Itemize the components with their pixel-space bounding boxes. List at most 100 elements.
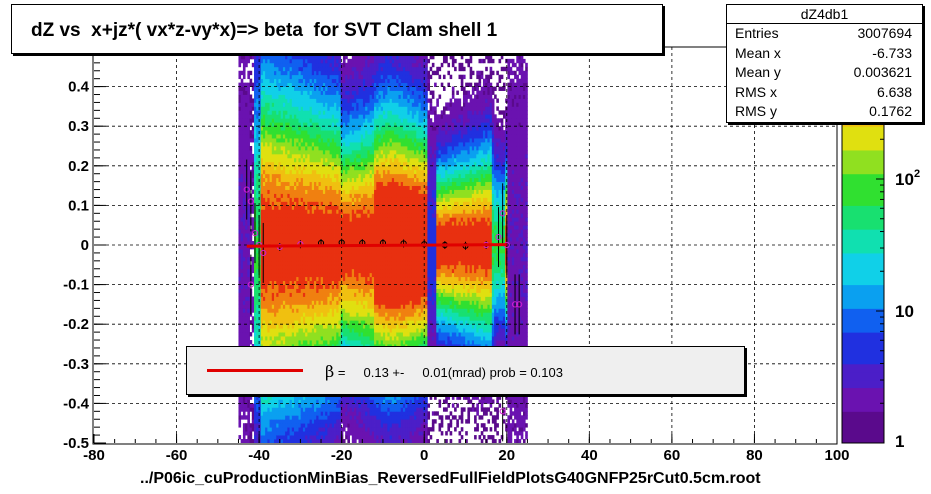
heatmap-cell — [320, 328, 324, 333]
heatmap-cell — [336, 126, 339, 131]
heatmap-cell — [298, 102, 302, 107]
heatmap-cell — [336, 252, 339, 258]
heatmap-cell — [294, 114, 297, 119]
heatmap-cell — [291, 288, 295, 293]
heatmap-cell — [262, 169, 266, 175]
heatmap-cell — [305, 284, 308, 289]
heatmap-cell — [269, 98, 273, 103]
heatmap-cell — [267, 221, 270, 226]
heatmap-cell — [240, 90, 244, 95]
heatmap-cell — [316, 181, 319, 186]
heatmap-cell — [269, 399, 273, 404]
heatmap-cell — [285, 114, 288, 119]
heatmap-cell — [302, 177, 306, 183]
heatmap-cell — [238, 415, 242, 420]
heatmap-cell — [291, 66, 295, 72]
heatmap-cell — [285, 419, 288, 424]
heatmap-cell — [256, 118, 259, 123]
heatmap-cell — [262, 66, 266, 72]
heatmap-cell — [322, 284, 326, 289]
heatmap-cell — [282, 169, 286, 175]
heatmap-cell — [294, 248, 297, 254]
heatmap-cell — [260, 177, 264, 183]
heatmap-cell — [274, 407, 277, 412]
heatmap-cell — [318, 296, 322, 301]
heatmap-cell — [294, 102, 297, 107]
heatmap-cell — [300, 62, 304, 68]
heatmap-cell — [298, 66, 302, 72]
heatmap-cell — [347, 435, 350, 440]
heatmap-cell — [285, 308, 288, 313]
heatmap-cell — [325, 221, 328, 226]
heatmap-cell — [291, 280, 295, 285]
heatmap-cell — [294, 328, 297, 333]
heatmap-cell — [251, 407, 255, 412]
heatmap-cell — [258, 340, 262, 345]
heatmap-cell — [298, 193, 302, 198]
heatmap-cell — [260, 304, 264, 309]
heatmap-cell — [320, 205, 324, 210]
heatmap-cell — [276, 288, 279, 293]
heatmap-cell — [247, 316, 250, 321]
heatmap-cell — [342, 118, 346, 123]
heatmap-cell — [314, 439, 317, 443]
heatmap-cell — [291, 276, 295, 282]
heatmap-cell — [278, 173, 282, 179]
heatmap-cell — [327, 439, 330, 443]
heatmap-cell — [262, 78, 266, 84]
heatmap-cell — [327, 288, 330, 293]
heatmap-cell — [260, 241, 264, 246]
heatmap-cell — [327, 407, 330, 412]
heatmap-cell — [282, 181, 286, 186]
heatmap-cell — [314, 193, 317, 198]
heatmap-cell — [300, 146, 304, 151]
heatmap-cell — [296, 98, 299, 103]
heatmap-cell — [258, 134, 262, 139]
heatmap-cell — [291, 106, 295, 111]
heatmap-cell — [302, 181, 306, 186]
heatmap-cell — [258, 142, 262, 147]
heatmap-cell — [345, 332, 348, 337]
heatmap-cell — [285, 324, 288, 329]
heatmap-cell — [302, 320, 306, 325]
heatmap-cell — [278, 256, 282, 262]
heatmap-cell — [278, 324, 282, 329]
heatmap-cell — [305, 153, 308, 159]
heatmap-cell — [307, 276, 310, 282]
heatmap-cell — [298, 439, 302, 443]
heatmap-cell — [296, 268, 299, 274]
heatmap-cell — [282, 399, 286, 404]
heatmap-cell — [276, 403, 279, 408]
heatmap-cell — [325, 403, 328, 408]
heatmap-cell — [242, 189, 246, 194]
heatmap-cell — [254, 312, 257, 317]
heatmap-cell — [249, 233, 253, 238]
heatmap-cell — [274, 399, 277, 404]
heatmap-cell — [302, 403, 306, 408]
heatmap-cell — [262, 205, 266, 210]
heatmap-cell — [238, 217, 242, 222]
heatmap-cell — [278, 205, 282, 210]
heatmap-cell — [331, 241, 335, 246]
heatmap-cell — [251, 153, 255, 159]
heatmap-cell — [305, 161, 308, 167]
heatmap-cell — [305, 70, 308, 76]
heatmap-cell — [240, 94, 244, 99]
heatmap-cell — [285, 256, 288, 262]
heatmap-cell — [334, 272, 337, 278]
heatmap-cell — [338, 54, 342, 60]
heatmap-cell — [296, 217, 299, 222]
heatmap-cell — [327, 272, 330, 278]
heatmap-cell — [349, 415, 353, 420]
heatmap-cell — [258, 284, 262, 289]
heatmap-cell — [318, 411, 322, 416]
heatmap-cell — [307, 114, 310, 119]
heatmap-cell — [347, 399, 350, 404]
heatmap-cell — [336, 181, 339, 186]
heatmap-cell — [305, 102, 308, 107]
heatmap-cell — [242, 98, 246, 103]
heatmap-cell — [258, 114, 262, 119]
heatmap-cell — [267, 217, 270, 222]
heatmap-cell — [265, 193, 268, 198]
heatmap-cell — [262, 280, 266, 285]
